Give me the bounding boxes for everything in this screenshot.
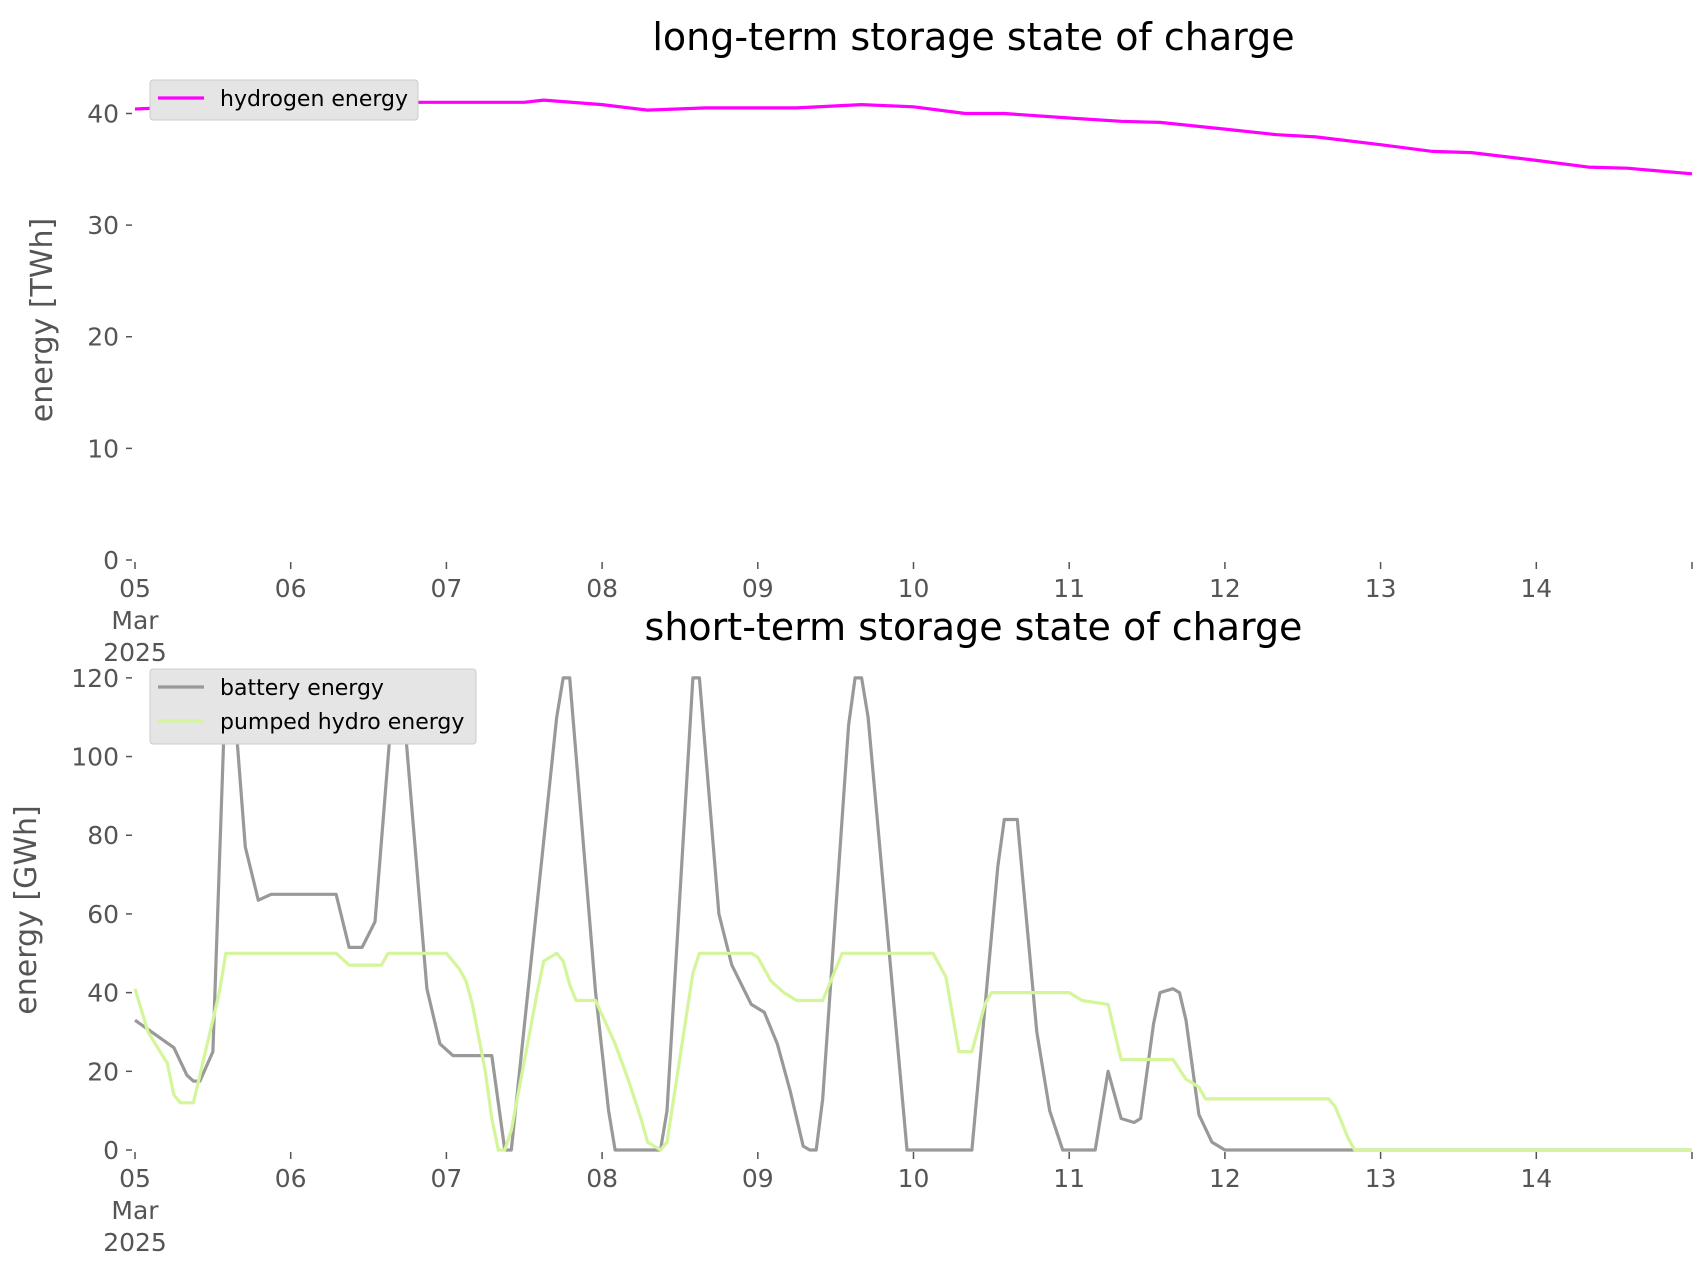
series-line-battery-energy <box>134 676 1692 1152</box>
series-line-hydrogen-energy <box>134 98 1693 176</box>
y-tick-label: 60 <box>87 900 119 929</box>
x-tick-label: 11 <box>1053 574 1085 603</box>
x-tick-label: 12 <box>1209 574 1241 603</box>
x-tick-label: 13 <box>1365 1164 1397 1193</box>
y-tick-label: 0 <box>103 1136 119 1165</box>
x-tick-label: 10 <box>898 1164 930 1193</box>
legend-label: hydrogen energy <box>220 87 408 112</box>
x-tick-label: 06 <box>275 1164 307 1193</box>
y-tick-label: 120 <box>71 664 119 693</box>
y-tick-label: 80 <box>87 821 119 850</box>
x-tick-label: 14 <box>1520 1164 1552 1193</box>
y-tick-label: 20 <box>87 1057 119 1086</box>
x-tick-label: 07 <box>430 574 462 603</box>
y-axis-label: energy [TWh] <box>25 218 60 422</box>
y-tick-label: 40 <box>87 99 119 128</box>
y-tick-label: 0 <box>103 546 119 575</box>
y-tick-label: 40 <box>87 979 119 1008</box>
legend: battery energy pumped hydro energy <box>149 668 477 745</box>
x-tick-label: 13 <box>1365 574 1397 603</box>
x-tick-label: 07 <box>430 1164 462 1193</box>
y-tick-label: 30 <box>87 211 119 240</box>
legend: hydrogen energy <box>149 79 419 121</box>
y-axis-label: energy [GWh] <box>9 805 44 1014</box>
x-tick-label: 05 Mar 2025 <box>103 574 167 667</box>
x-tick-label: 09 <box>742 574 774 603</box>
legend-box <box>149 79 419 121</box>
chart-title: long-term storage state of charge <box>652 15 1294 59</box>
short-term-storage-chart: short-term storage state of charge energy… <box>9 605 1693 1257</box>
series-line-pumped-hydro-energy <box>133 951 1692 1152</box>
chart-title: short-term storage state of charge <box>645 605 1303 649</box>
x-tick-label: 05 Mar 2025 <box>103 1164 167 1257</box>
legend-label: battery energy <box>220 676 384 701</box>
x-tick-label: 09 <box>742 1164 774 1193</box>
y-tick-label: 10 <box>87 434 119 463</box>
y-tick-label: 100 <box>71 743 119 772</box>
x-tick-label: 08 <box>586 574 618 603</box>
x-tick-label: 11 <box>1053 1164 1085 1193</box>
long-term-storage-chart: long-term storage state of charge energy … <box>25 15 1693 667</box>
legend-label: pumped hydro energy <box>220 710 464 735</box>
x-tick-label: 10 <box>898 574 930 603</box>
x-tick-label: 12 <box>1209 1164 1241 1193</box>
x-tick-label: 14 <box>1520 574 1552 603</box>
y-tick-label: 20 <box>87 323 119 352</box>
x-tick-label: 08 <box>586 1164 618 1193</box>
x-tick-label: 06 <box>275 574 307 603</box>
legend-box <box>149 668 477 745</box>
